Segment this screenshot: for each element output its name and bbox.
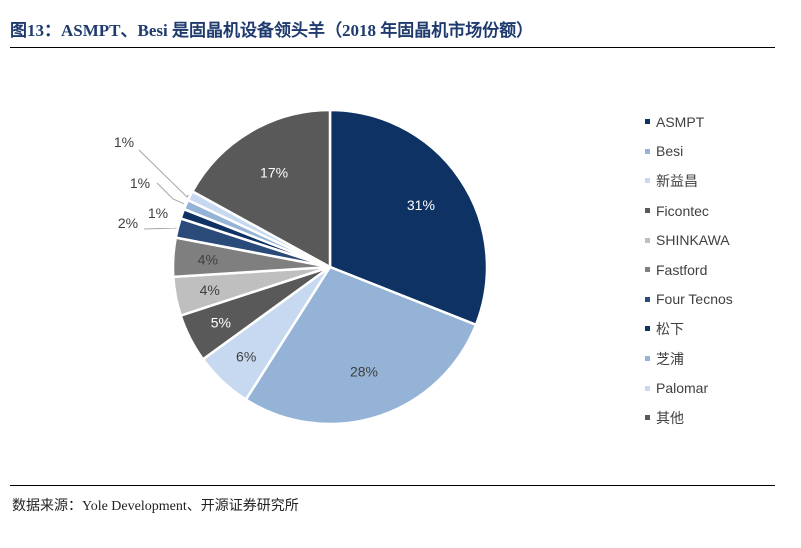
legend-swatch [645, 178, 650, 184]
legend-item: 松下 [645, 314, 733, 344]
legend-swatch [645, 148, 650, 154]
legend-item: Palomar [645, 373, 733, 403]
data-label-4: 4% [200, 282, 220, 298]
legend-label: Ficontec [656, 202, 709, 219]
pie-slice-10 [190, 108, 332, 270]
legend-item: Ficontec [645, 196, 733, 226]
legend-item: ASMPT [645, 107, 733, 137]
data-label-0: 31% [407, 197, 435, 213]
legend-item: Fastford [645, 255, 733, 285]
source-note: 数据来源：Yole Development、开源证券研究所 [12, 499, 299, 514]
legend-swatch [645, 356, 650, 362]
pie-slice-0 [328, 108, 489, 327]
data-label-10: 17% [260, 164, 288, 180]
legend-item: 芝浦 [645, 344, 733, 374]
legend-swatch [645, 267, 650, 273]
legend-label: Besi [656, 143, 684, 160]
chart-title: 图13：ASMPT、Besi 是固晶机设备领头羊（2018 年固晶机市场份额） [10, 21, 534, 40]
legend-label: Four Tecnos [656, 291, 733, 308]
legend-label: 其他 [656, 409, 684, 426]
pie-chart: 31% 28% 6% 5% 4% 4% 2% 1% 1% 1% 17% [114, 108, 489, 426]
legend-item: SHINKAWA [645, 225, 733, 255]
data-label-1: 28% [350, 364, 378, 380]
legend-item: Besi [645, 137, 733, 167]
data-label-5: 4% [198, 251, 218, 267]
legend-swatch [645, 296, 650, 302]
pie-slice-1 [244, 265, 478, 426]
data-label-2: 6% [236, 348, 256, 364]
legend-label: 新益昌 [656, 172, 698, 189]
leader-line-6 [143, 227, 177, 230]
title-divider [10, 47, 775, 48]
legend-label: SHINKAWA [656, 232, 730, 249]
legend-label: 芝浦 [656, 350, 684, 367]
leader-line-8 [156, 182, 185, 205]
legend-item: Four Tecnos [645, 285, 733, 315]
data-label-9: 1% [114, 134, 134, 150]
legend-item: 新益昌 [645, 166, 733, 196]
legend-swatch [645, 237, 650, 243]
legend-swatch [645, 415, 650, 421]
data-label-6: 2% [118, 215, 138, 231]
legend-label: 松下 [656, 320, 684, 337]
source-divider [10, 485, 775, 486]
data-label-7: 1% [148, 205, 168, 221]
data-label-3: 5% [211, 315, 231, 331]
data-label-8: 1% [130, 175, 150, 191]
legend-swatch [645, 119, 650, 125]
leader-line-9 [138, 149, 189, 198]
legend-item: 其他 [645, 403, 733, 433]
legend-label: ASMPT [656, 113, 705, 130]
chart-legend: ASMPT Besi 新益昌 Ficontec SHINKAWA Fastford Four… [645, 107, 733, 433]
legend-label: Fastford [656, 261, 708, 278]
legend-swatch [645, 385, 650, 391]
legend-swatch [645, 326, 650, 332]
legend-swatch [645, 208, 650, 214]
legend-label: Palomar [656, 380, 709, 397]
